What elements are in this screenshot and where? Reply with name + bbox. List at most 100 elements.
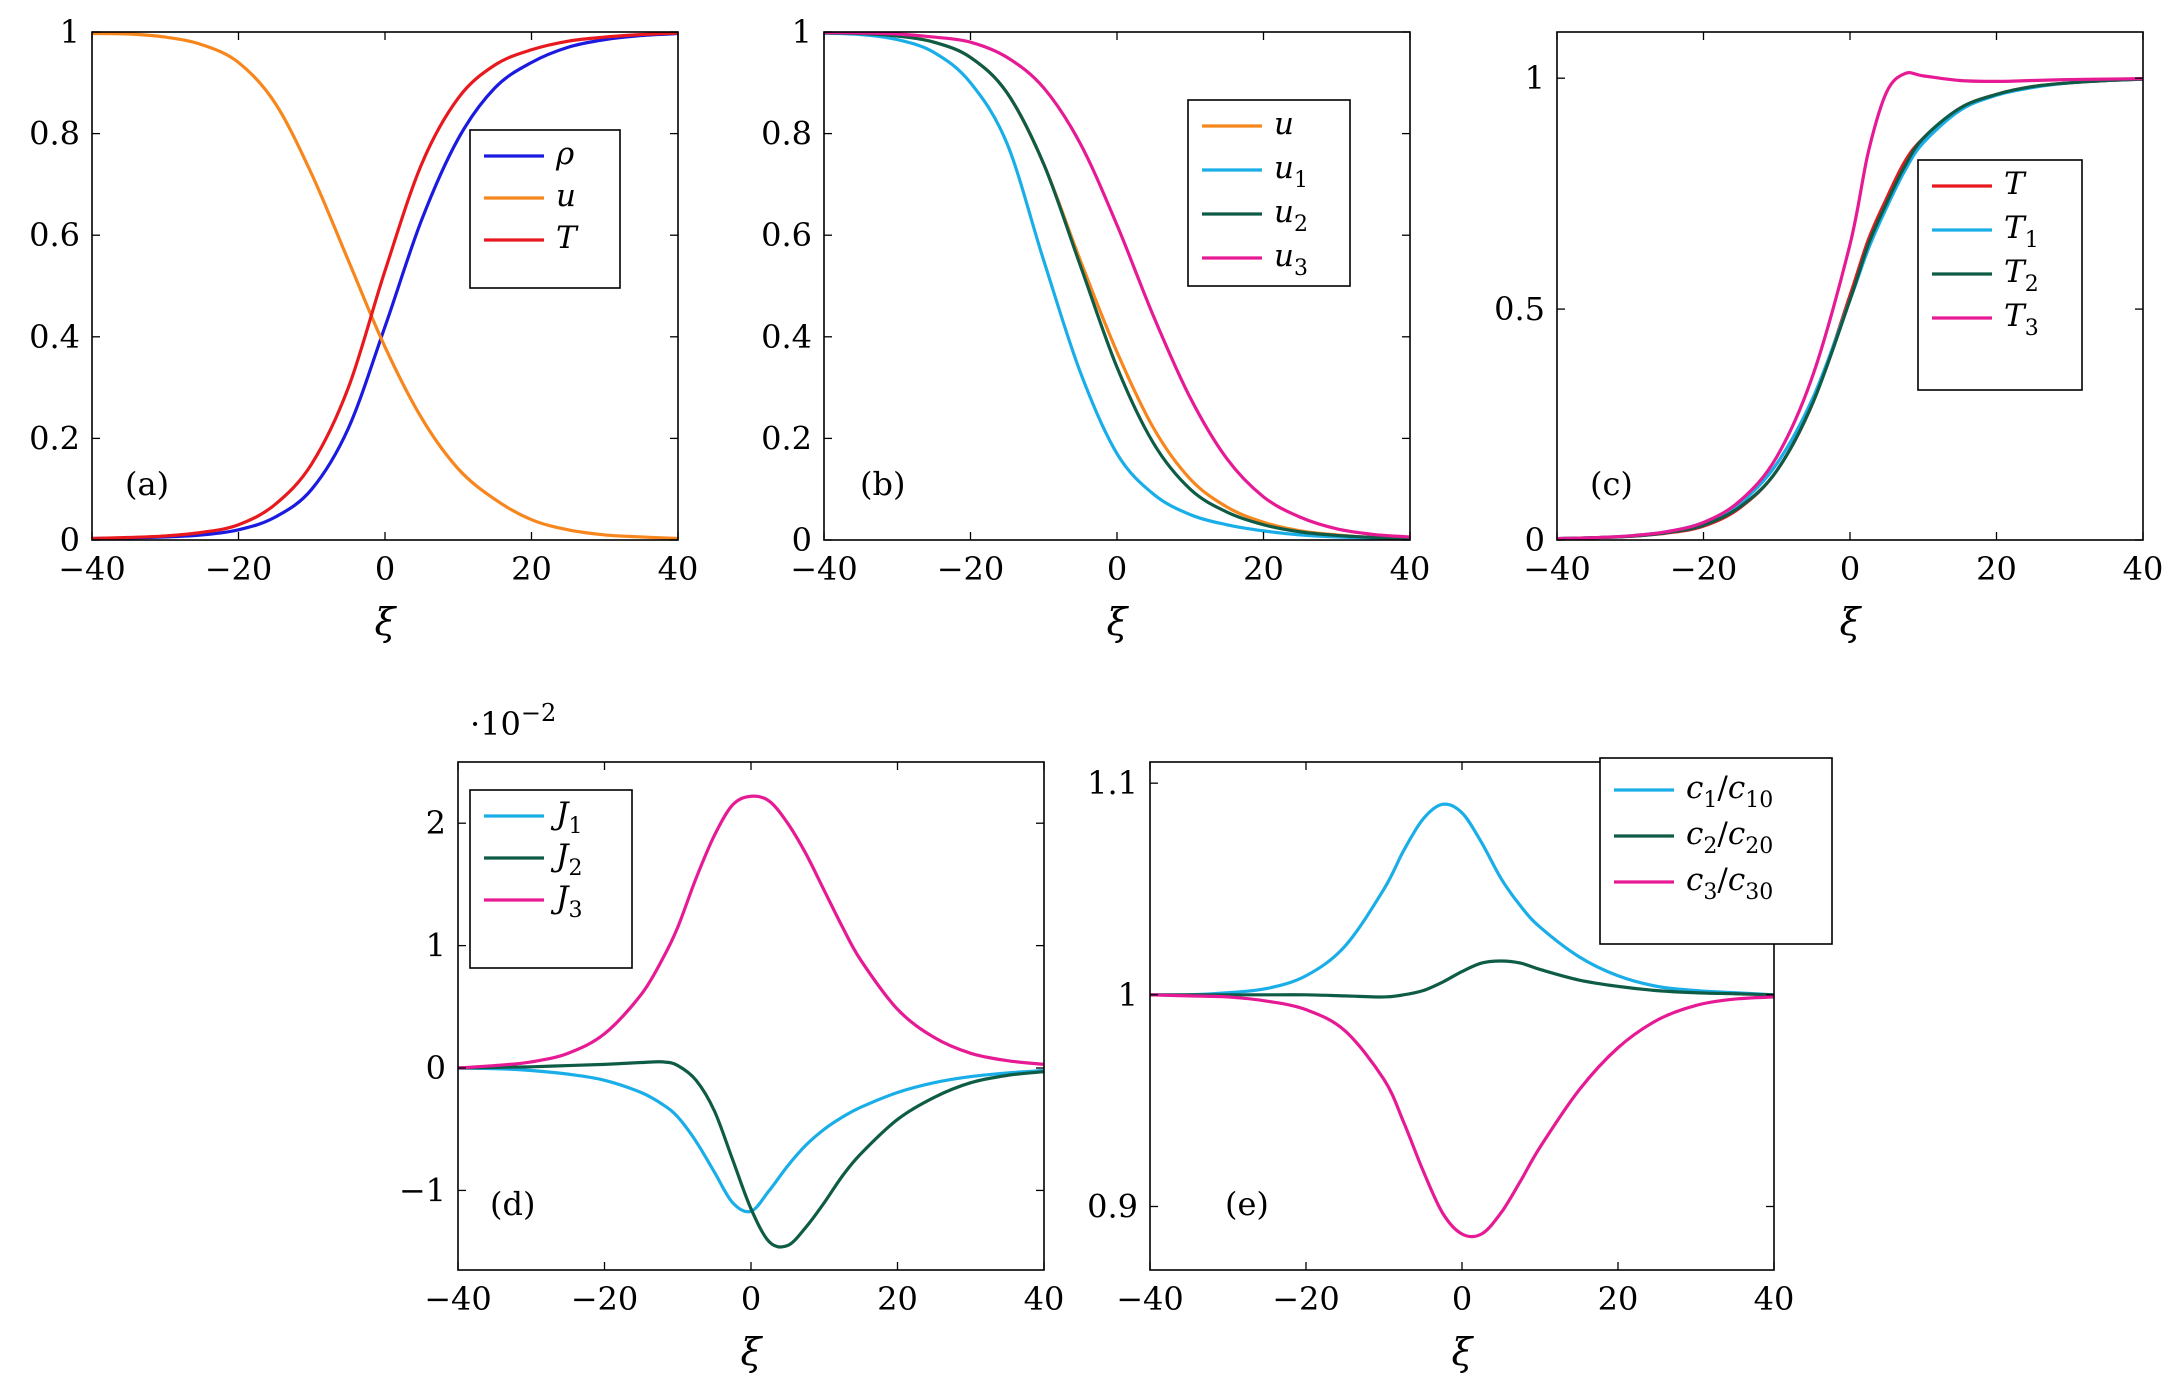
curves (92, 32, 678, 540)
legend-entry-1: c2/c20 (1686, 816, 1773, 859)
panel-a: −40 −20 0 20 40 0 0.2 0.4 0.6 0.8 1 ξ (a) ρuT (29, 13, 698, 644)
legend-denominator-subscript: 20 (1745, 834, 1773, 859)
y-tick-label: 0.8 (761, 115, 812, 153)
y-tick-label: 0.8 (29, 115, 80, 153)
legend-name: T (2004, 298, 2027, 334)
legend: ρuT (469, 129, 621, 289)
legend-entry-0: c1/c10 (1686, 770, 1773, 813)
panel-tag: (e) (1225, 1185, 1269, 1223)
legend-slash: / (1717, 770, 1728, 806)
series-line-b-1 (824, 32, 1410, 540)
x-tick-label: 40 (1024, 1280, 1065, 1318)
x-axis-label: ξ (1107, 600, 1130, 644)
legend-name: T (556, 220, 579, 256)
y-tick-label: 0.6 (761, 216, 812, 254)
legend-entry-1: u (556, 178, 576, 214)
x-tick-label: 20 (1976, 550, 2017, 588)
x-axis-label: ξ (375, 600, 398, 644)
y-tick-label: 1 (1118, 976, 1138, 1014)
legend-denominator: c (1728, 862, 1745, 898)
legend-box (1187, 99, 1351, 287)
y-tick-label: 0.4 (29, 318, 80, 356)
panel-tag: (a) (125, 465, 169, 503)
y-tick-label: 0.4 (761, 318, 812, 356)
legend-name: c (1686, 770, 1703, 806)
x-tick-label: 20 (877, 1280, 918, 1318)
y-tick-label: 2 (426, 804, 446, 842)
x-tick-label: −20 (571, 1280, 639, 1318)
legend-subscript: 3 (568, 898, 582, 923)
legend-box (469, 129, 621, 289)
y-scale-exponent: ·10−2 (470, 699, 556, 743)
y-tick-label: 0.2 (29, 419, 80, 457)
legend-entry-0: ρ (555, 136, 574, 172)
legend-name: u (1274, 238, 1294, 274)
legend-entry-0: u (1274, 106, 1294, 142)
legend-entry-2: u2 (1274, 194, 1308, 237)
x-tick-label: −40 (424, 1280, 492, 1318)
curves (1150, 802, 1774, 1239)
x-tick-label: 0 (1107, 550, 1127, 588)
y-tick-label: 1 (60, 13, 80, 51)
y-tick-label: 1.1 (1087, 764, 1138, 802)
curves (824, 32, 1410, 540)
series-line-c-3 (1557, 71, 2143, 540)
legend-denominator-subscript: 30 (1745, 880, 1773, 905)
legend-entry-2: T2 (2004, 254, 2039, 297)
legend-name: u (556, 178, 576, 214)
series-line-d-2 (458, 794, 1044, 1070)
x-tick-label: −40 (58, 550, 126, 588)
x-tick-label: 0 (741, 1280, 761, 1318)
series-line-b-2 (824, 32, 1410, 540)
legend-slash: / (1717, 816, 1728, 852)
legend-entry-3: u3 (1274, 238, 1308, 281)
x-tick-label: −40 (1523, 550, 1591, 588)
exponent-power: −2 (521, 699, 556, 727)
x-tick-label: −20 (937, 550, 1005, 588)
y-tick-label: 0 (60, 521, 80, 559)
x-tick-label: 40 (1754, 1280, 1795, 1318)
x-tick-label: 40 (658, 550, 699, 588)
legend-name: T (2004, 210, 2027, 246)
legend-subscript: 1 (1703, 788, 1717, 813)
x-tick-label: 20 (511, 550, 552, 588)
panel-tag: (d) (490, 1185, 535, 1223)
legend-name: ρ (555, 136, 574, 172)
y-tick-label: 0 (1525, 521, 1545, 559)
series-line-e-1 (1150, 959, 1774, 999)
x-axis-label: ξ (741, 1330, 764, 1374)
series-line-e-2 (1150, 993, 1774, 1239)
legend-name: T (2004, 254, 2027, 290)
y-tick-label: 0.6 (29, 216, 80, 254)
x-axis-label: ξ (1452, 1330, 1475, 1374)
legend-entry-1: u1 (1274, 150, 1308, 193)
y-tick-label: −1 (399, 1171, 446, 1209)
series-line-a-2 (92, 32, 678, 540)
legend-entry-0: T (2004, 166, 2027, 202)
panel-tag: (b) (860, 465, 905, 503)
x-tick-label: 40 (1390, 550, 1431, 588)
legend-name: c (1686, 862, 1703, 898)
legend-entry-2: T (556, 220, 579, 256)
legend-name: u (1274, 194, 1294, 230)
legend-subscript: 2 (568, 856, 582, 881)
x-tick-label: −40 (1116, 1280, 1184, 1318)
x-tick-label: −20 (205, 550, 273, 588)
x-tick-label: −40 (790, 550, 858, 588)
legend-subscript: 1 (568, 814, 582, 839)
legend-entry-3: T3 (2004, 298, 2039, 341)
legend-subscript: 1 (1294, 168, 1308, 193)
x-tick-label: 20 (1243, 550, 1284, 588)
legend-name: u (1274, 150, 1294, 186)
legend-subscript: 2 (1703, 834, 1717, 859)
legend-denominator: c (1728, 816, 1745, 852)
legend-name: T (2004, 166, 2027, 202)
y-tick-label: 0 (792, 521, 812, 559)
legend-subscript: 1 (2025, 228, 2039, 253)
legend-name: u (1274, 106, 1294, 142)
legend-subscript: 3 (2025, 316, 2039, 341)
